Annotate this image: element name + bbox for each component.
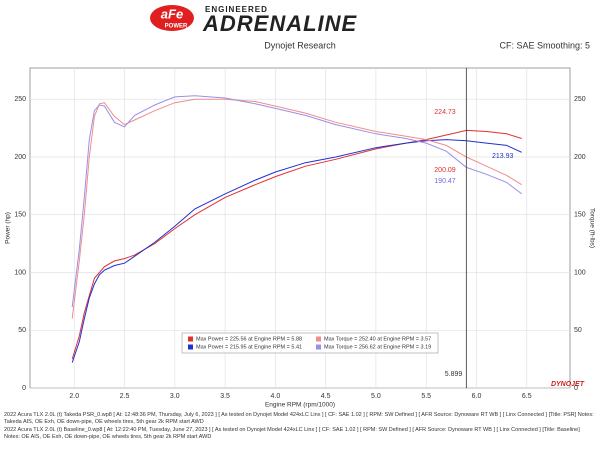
x-tick-label: 3.5 bbox=[220, 393, 230, 400]
legend-text: Max Torque = 256.62 at Engine RPM = 3.19 bbox=[324, 344, 431, 350]
x-tick-label: 4.0 bbox=[270, 393, 280, 400]
annotation: 224.73 bbox=[434, 109, 456, 116]
brand: ADRENALINE bbox=[202, 11, 358, 36]
legend-box bbox=[181, 332, 439, 354]
chart: aFe POWER ENGINEERED ADRENALINE Dynojet … bbox=[5, 5, 595, 409]
y2-tick-label: 250 bbox=[574, 96, 586, 103]
tagline: ENGINEERED bbox=[205, 5, 268, 14]
legend-text: Max Torque = 252.40 at Engine RPM = 3.57 bbox=[324, 336, 431, 342]
footer: 2022 Acura TLX 2.0L (t) Takeda PSR_0.wp8… bbox=[4, 412, 596, 442]
y2-tick-label: 0 bbox=[574, 385, 578, 392]
x-tick-label: 5.0 bbox=[371, 393, 381, 400]
y-tick-label: 250 bbox=[14, 96, 26, 103]
header-center: Dynojet Research bbox=[264, 40, 336, 50]
y-tick-label: 100 bbox=[14, 269, 26, 276]
annotation: 213.93 bbox=[492, 153, 514, 160]
legend-text: Max Power = 215.95 at Engine RPM = 5.41 bbox=[196, 344, 302, 350]
legend-swatch bbox=[316, 344, 321, 350]
footer-note: 2022 Acura TLX 2.0L (t) Takeda PSR_0.wp8… bbox=[4, 412, 594, 425]
logo-badge bbox=[150, 5, 194, 31]
y-tick-label: 150 bbox=[14, 212, 26, 219]
cursor-label: 5.899 bbox=[445, 371, 463, 378]
y2-tick-label: 100 bbox=[574, 269, 586, 276]
x-tick-label: 4.5 bbox=[321, 393, 331, 400]
x-tick-label: 5.5 bbox=[421, 393, 431, 400]
y2-axis-label: Torque (ft-lbs) bbox=[588, 208, 595, 248]
legend-swatch bbox=[316, 336, 321, 342]
logo-brand: aFe bbox=[161, 6, 183, 21]
footer-logo: DYNOJET bbox=[551, 381, 585, 388]
series-line bbox=[71, 129, 522, 360]
y-tick-label: 50 bbox=[18, 327, 26, 334]
header-right: CF: SAE Smoothing: 5 bbox=[499, 40, 590, 50]
x-tick-label: 6.0 bbox=[472, 393, 482, 400]
annotation: 200.09 bbox=[434, 167, 456, 174]
x-tick-label: 2.0 bbox=[69, 393, 79, 400]
legend-text: Max Power = 225.56 at Engine RPM = 5.88 bbox=[196, 336, 302, 342]
y-tick-label: 0 bbox=[22, 385, 26, 392]
y-tick-label: 200 bbox=[14, 154, 26, 161]
footer-note: 2022 Acura TLX 2.0L (t) Baseline_0.wp8 [… bbox=[4, 427, 580, 440]
x-tick-label: 6.5 bbox=[522, 393, 532, 400]
annotation: 190.47 bbox=[434, 178, 456, 185]
legend-swatch bbox=[188, 336, 193, 342]
x-tick-label: 2.5 bbox=[120, 393, 130, 400]
legend-swatch bbox=[188, 344, 193, 350]
series-line bbox=[71, 98, 522, 319]
y2-tick-label: 150 bbox=[574, 212, 586, 219]
series-line bbox=[71, 139, 522, 363]
y-axis-label: Power (hp) bbox=[5, 212, 12, 244]
x-tick-label: 3.0 bbox=[170, 393, 180, 400]
logo-sub: POWER bbox=[165, 24, 188, 30]
y2-tick-label: 50 bbox=[574, 327, 582, 334]
series-line bbox=[71, 95, 523, 308]
y2-tick-label: 200 bbox=[574, 154, 586, 161]
x-axis-label: Engine RPM (rpm/1000) bbox=[265, 402, 335, 409]
legend: Max Power = 225.56 at Engine RPM = 5.88 M… bbox=[181, 332, 439, 354]
